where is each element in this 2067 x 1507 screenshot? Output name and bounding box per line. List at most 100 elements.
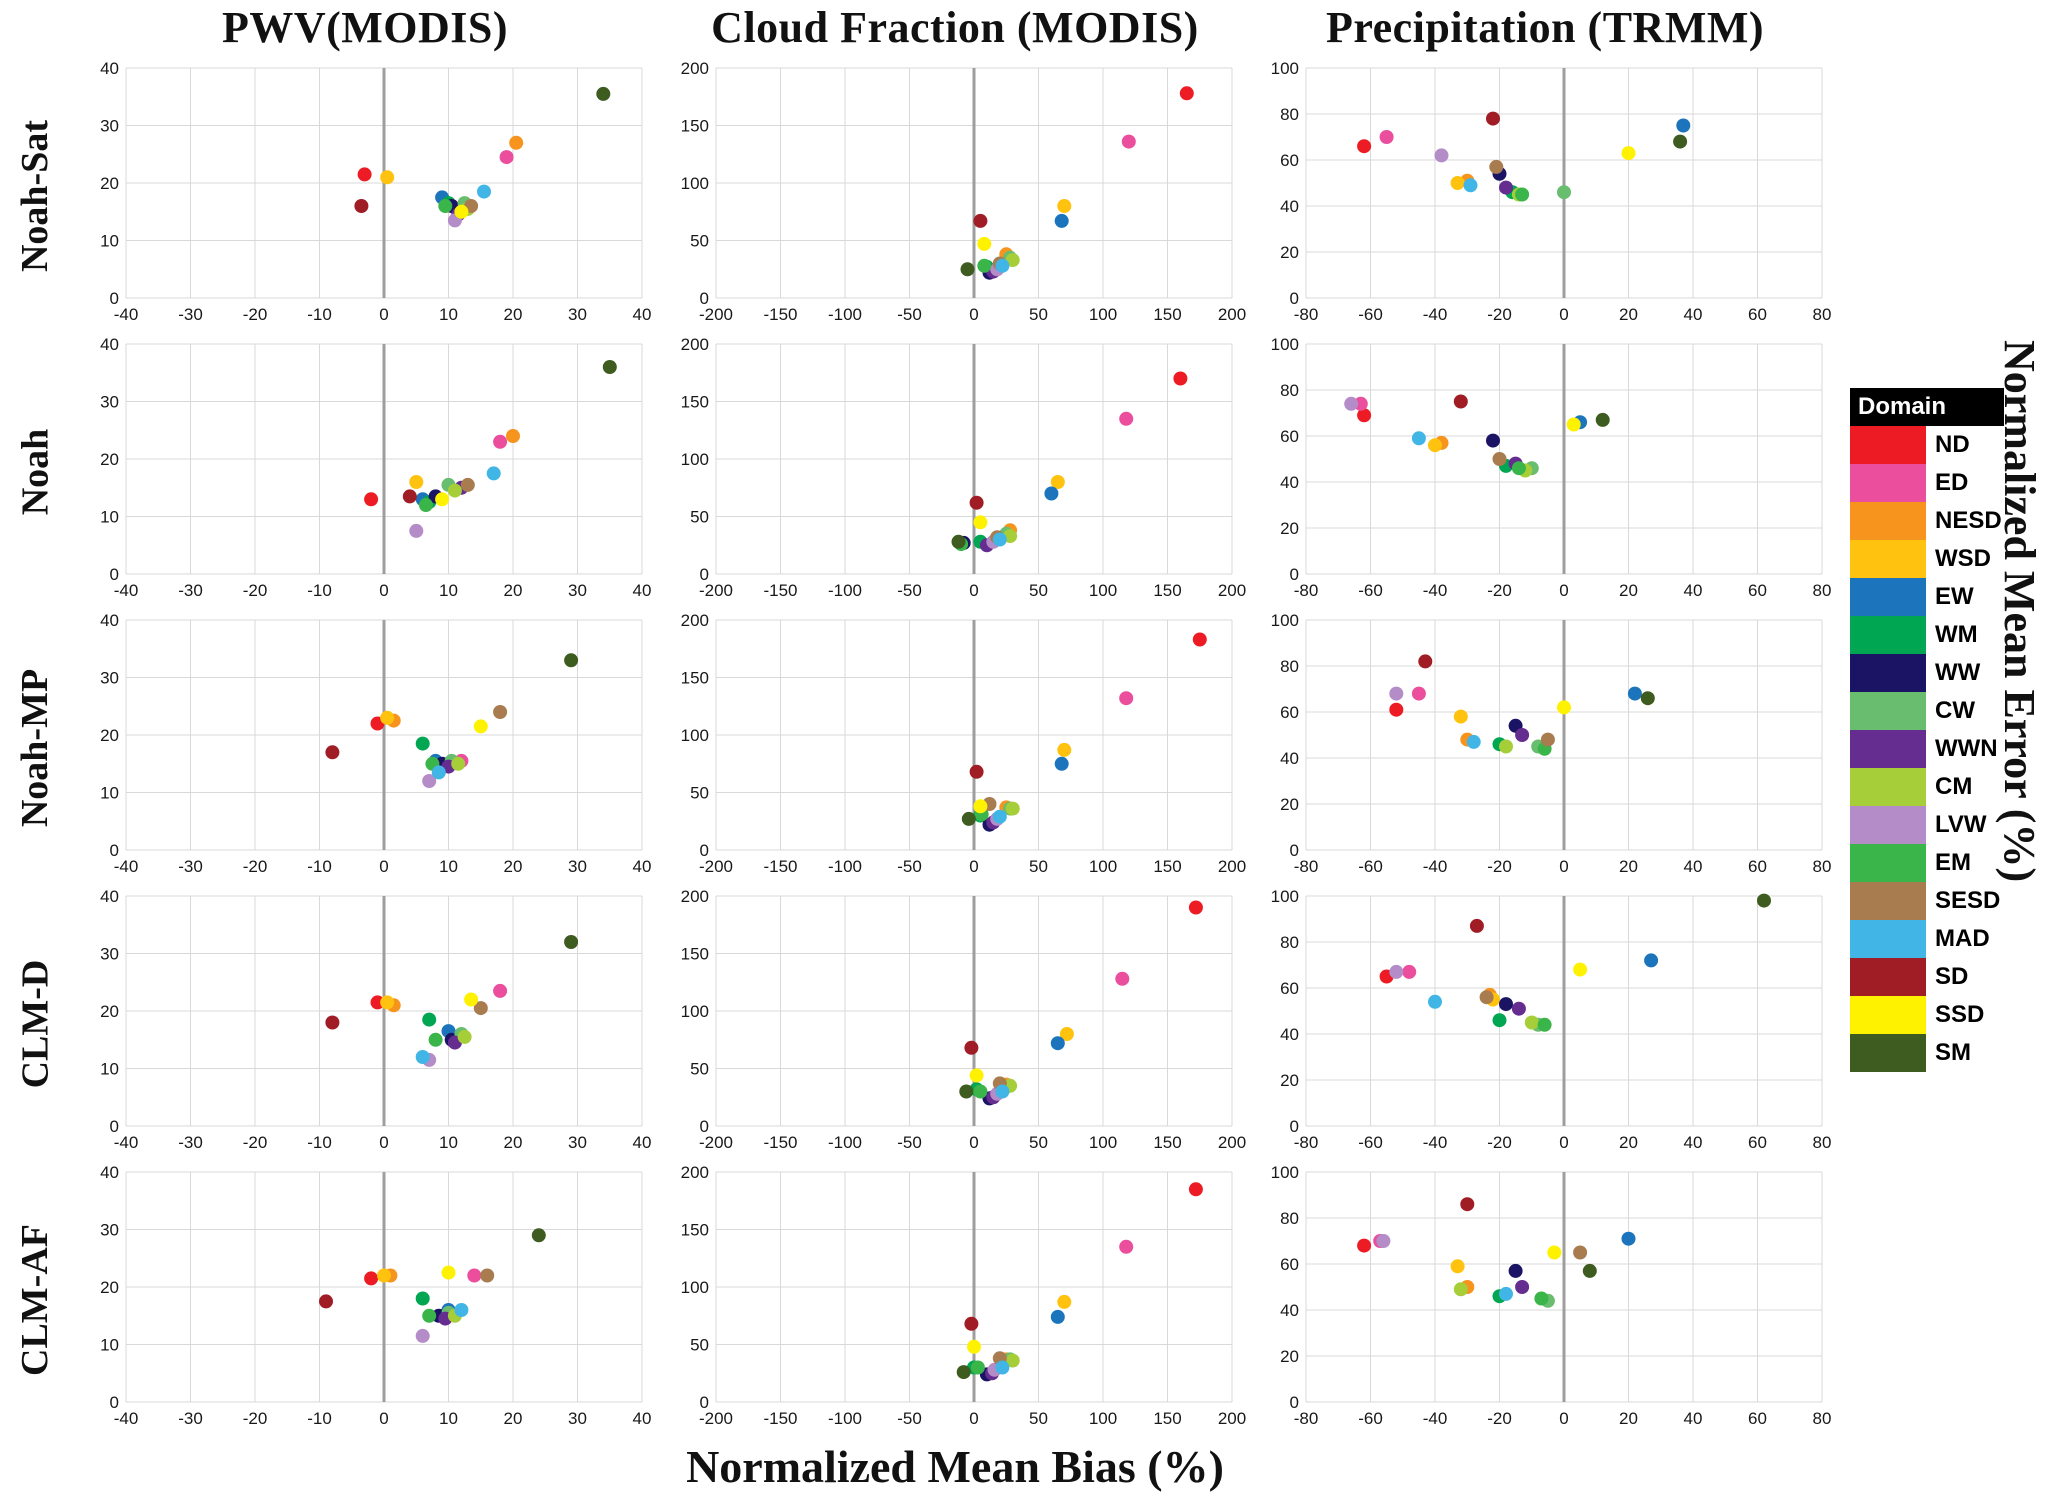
legend-item-lvw: LVW bbox=[1850, 806, 2004, 844]
row-label-noah: Noah bbox=[14, 428, 57, 516]
svg-text:100: 100 bbox=[1089, 581, 1117, 600]
svg-text:0: 0 bbox=[700, 841, 709, 860]
svg-text:0: 0 bbox=[110, 289, 119, 308]
legend-header: Domain bbox=[1850, 388, 2004, 426]
svg-text:150: 150 bbox=[681, 117, 709, 136]
point-mad bbox=[477, 184, 491, 199]
plot-svg-noah-mp-cloud-fraction-modis: 0 50 100 150 200 -200 -150 -100 -50 0 50 100 150 200 bbox=[681, 611, 1247, 876]
svg-text:100: 100 bbox=[681, 450, 709, 469]
point-em bbox=[428, 1032, 443, 1047]
svg-text:80: 80 bbox=[1813, 857, 1832, 876]
point-ssd bbox=[973, 515, 988, 530]
svg-text:-40: -40 bbox=[114, 857, 139, 876]
svg-text:-80: -80 bbox=[1294, 1409, 1319, 1428]
point-em bbox=[970, 1360, 985, 1375]
svg-text:50: 50 bbox=[690, 1060, 709, 1079]
legend-item-nd: ND bbox=[1850, 426, 2004, 464]
scatter-plot-noah-sat-cloud-fraction-modis: 0 50 100 150 200 -200 -150 -100 -50 0 50 100 150 200 bbox=[660, 58, 1250, 334]
point-ed bbox=[1121, 134, 1136, 149]
point-ssd bbox=[441, 1265, 456, 1280]
legend-item-ww: WW bbox=[1850, 654, 2004, 692]
point-ssd bbox=[464, 992, 479, 1007]
scatter-plot-clm-d-cloud-fraction-modis: 0 50 100 150 200 -200 -150 -100 -50 0 50 100 150 200 bbox=[660, 886, 1250, 1162]
svg-text:30: 30 bbox=[568, 305, 587, 324]
point-ww bbox=[1486, 433, 1500, 448]
svg-text:30: 30 bbox=[568, 857, 587, 876]
point-ew bbox=[1627, 686, 1642, 701]
svg-text:60: 60 bbox=[1280, 151, 1299, 170]
point-cm bbox=[1005, 801, 1020, 816]
point-ed bbox=[1115, 971, 1130, 986]
column-title-pwv: PWV(MODIS) bbox=[221, 3, 509, 52]
point-wm bbox=[1492, 1013, 1507, 1028]
point-ed bbox=[1379, 130, 1394, 144]
point-nd bbox=[1357, 408, 1372, 423]
legend-item-wm: WM bbox=[1850, 616, 2004, 654]
svg-text:150: 150 bbox=[681, 393, 709, 412]
point-sd bbox=[1469, 918, 1484, 933]
svg-text:-60: -60 bbox=[1358, 305, 1383, 324]
svg-text:0: 0 bbox=[969, 1409, 978, 1428]
svg-text:-20: -20 bbox=[1487, 1133, 1512, 1152]
svg-text:20: 20 bbox=[504, 305, 523, 324]
svg-text:0: 0 bbox=[379, 1409, 388, 1428]
svg-text:60: 60 bbox=[1748, 305, 1767, 324]
point-ssd bbox=[967, 1339, 981, 1354]
legend-item-mad: MAD bbox=[1850, 920, 2004, 958]
legend-item-cm: CM bbox=[1850, 768, 2004, 806]
point-sd bbox=[964, 1040, 979, 1055]
svg-text:60: 60 bbox=[1748, 1133, 1767, 1152]
svg-text:0: 0 bbox=[1559, 305, 1568, 324]
svg-text:10: 10 bbox=[439, 305, 458, 324]
point-mad bbox=[1463, 178, 1478, 193]
svg-text:80: 80 bbox=[1813, 581, 1832, 600]
legend-item-ew: EW bbox=[1850, 578, 2004, 616]
svg-text:-50: -50 bbox=[897, 1133, 922, 1152]
point-wm bbox=[422, 1012, 437, 1027]
point-lvw bbox=[1434, 148, 1449, 163]
legend-label-wsd: WSD bbox=[1935, 545, 1991, 572]
point-ssd bbox=[1621, 146, 1636, 161]
point-ssd bbox=[1547, 1245, 1562, 1260]
point-wwn bbox=[1499, 180, 1513, 195]
scatter-plot-clm-af-pwv-modis: 0 10 20 30 40 -40 -30 -20 -10 0 10 20 30 40 bbox=[70, 1162, 660, 1438]
point-wwn bbox=[1515, 728, 1530, 742]
svg-text:80: 80 bbox=[1280, 105, 1299, 124]
svg-text:50: 50 bbox=[690, 232, 709, 251]
point-nd bbox=[1188, 1182, 1203, 1197]
svg-text:200: 200 bbox=[681, 611, 709, 630]
svg-text:20: 20 bbox=[100, 1278, 119, 1297]
legend-label-ssd: SSD bbox=[1935, 1001, 1985, 1028]
svg-text:60: 60 bbox=[1280, 703, 1299, 722]
point-em bbox=[1534, 1291, 1549, 1306]
svg-text:0: 0 bbox=[379, 1133, 388, 1152]
point-mad bbox=[1466, 734, 1481, 749]
legend-item-wsd: WSD bbox=[1850, 540, 2004, 578]
svg-text:-150: -150 bbox=[763, 1409, 797, 1428]
point-wsd bbox=[1050, 475, 1065, 489]
point-sm bbox=[531, 1228, 546, 1243]
point-ssd bbox=[435, 492, 450, 507]
svg-text:0: 0 bbox=[700, 565, 709, 584]
svg-text:20: 20 bbox=[1619, 1409, 1638, 1428]
point-ssd bbox=[1566, 417, 1581, 432]
point-ww bbox=[1499, 997, 1513, 1012]
svg-text:100: 100 bbox=[681, 174, 709, 193]
svg-text:-40: -40 bbox=[114, 1133, 139, 1152]
svg-text:-40: -40 bbox=[1423, 1133, 1448, 1152]
svg-text:40: 40 bbox=[1684, 857, 1703, 876]
svg-text:50: 50 bbox=[1029, 1133, 1048, 1152]
svg-text:-60: -60 bbox=[1358, 857, 1383, 876]
point-lvw bbox=[422, 774, 437, 788]
svg-text:200: 200 bbox=[681, 335, 709, 354]
point-wsd bbox=[1057, 199, 1072, 213]
point-sesd bbox=[1479, 990, 1494, 1005]
svg-text:40: 40 bbox=[633, 581, 652, 600]
point-ew bbox=[1054, 756, 1069, 771]
svg-text:200: 200 bbox=[681, 59, 709, 78]
svg-text:150: 150 bbox=[1153, 857, 1181, 876]
svg-text:150: 150 bbox=[1153, 305, 1181, 324]
svg-text:10: 10 bbox=[439, 1409, 458, 1428]
svg-text:30: 30 bbox=[100, 117, 119, 136]
svg-text:80: 80 bbox=[1813, 1133, 1832, 1152]
